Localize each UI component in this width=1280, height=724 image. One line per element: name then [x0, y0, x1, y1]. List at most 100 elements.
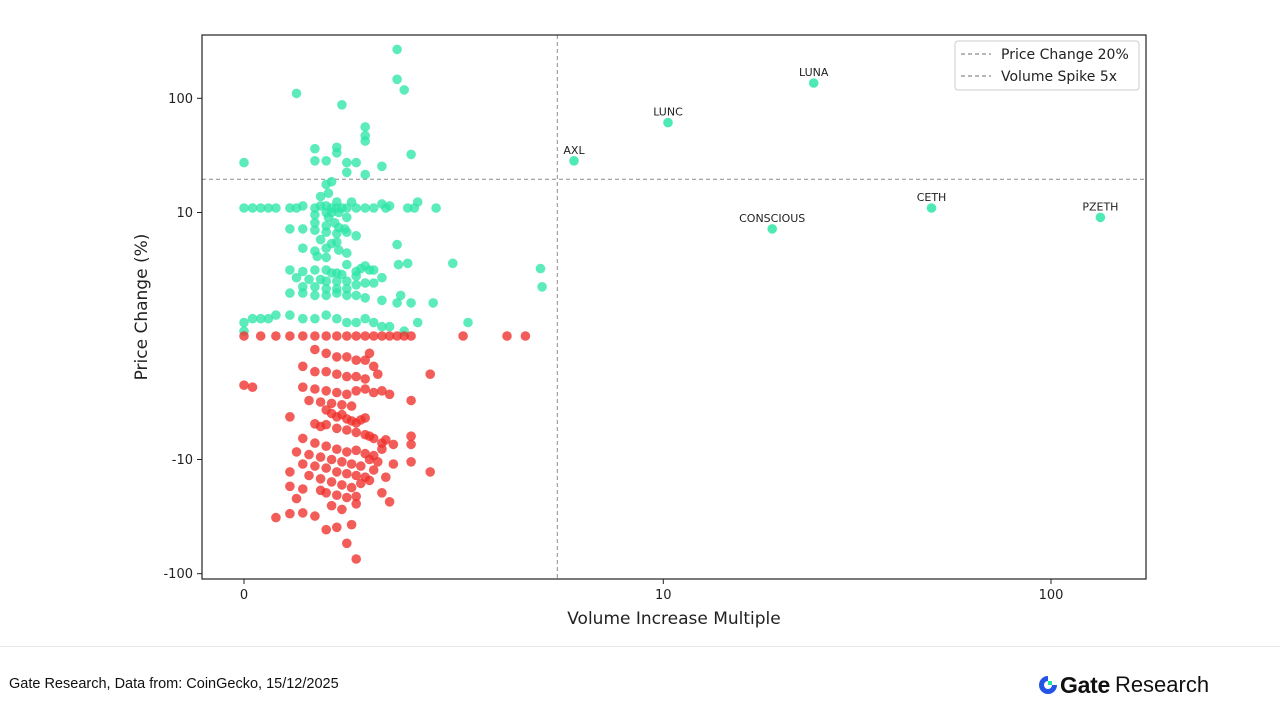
loss-point-10: [360, 331, 371, 341]
loss-point-33: [351, 371, 362, 382]
gain-point-109: [321, 284, 332, 294]
gain-point-97: [377, 272, 387, 283]
loss-point-70: [351, 427, 362, 438]
loss-point-24: [351, 355, 362, 366]
gain-point-46: [368, 203, 379, 213]
gain-point-34: [285, 203, 295, 213]
loss-point-50: [315, 397, 326, 407]
gain-point-99: [304, 274, 314, 285]
gain-point-48: [384, 201, 395, 211]
loss-point-11: [368, 331, 379, 341]
loss-point-12: [377, 331, 387, 341]
loss-point-94: [356, 461, 366, 471]
gain-point-5: [360, 122, 371, 132]
gain-point-81: [402, 258, 413, 269]
y-tick-label-0: 100: [168, 92, 193, 107]
loss-point-110: [326, 477, 337, 487]
loss-point-128: [351, 499, 362, 509]
loss-point-0: [239, 331, 249, 341]
loss-point-83: [351, 445, 362, 456]
gain-point-135: [332, 313, 342, 324]
gain-point-133: [310, 313, 320, 324]
loss-point-117: [285, 481, 295, 492]
loss-point-43: [342, 389, 352, 400]
gain-point-7: [360, 136, 371, 146]
gain-point-111: [342, 284, 352, 294]
loss-point-118: [298, 484, 308, 494]
gain-point-2: [399, 85, 410, 95]
loss-point-112: [346, 482, 357, 493]
gain-point-30: [247, 203, 258, 213]
gain-point-139: [368, 317, 379, 328]
loss-point-31: [332, 369, 342, 380]
x-tick-label-1: 10: [655, 588, 672, 603]
gain-point-90: [298, 266, 308, 277]
loss-point-20: [310, 344, 320, 355]
loss-point-107: [285, 467, 295, 477]
gain-point-96: [351, 271, 362, 281]
loss-point-39: [298, 382, 308, 393]
gain-point-69: [392, 239, 402, 250]
loss-point-77: [406, 431, 416, 442]
loss-point-13: [384, 331, 395, 341]
loss-point-63: [360, 413, 371, 423]
gain-point-113: [298, 288, 308, 298]
gain-point-115: [321, 290, 332, 301]
gain-point-105: [360, 278, 371, 288]
gain-point-98: [291, 272, 302, 283]
point-label-conscious: CONSCIOUS: [739, 212, 805, 225]
gain-point-63: [298, 224, 308, 234]
loss-point-102: [351, 470, 362, 481]
gain-point-121: [392, 298, 402, 308]
gain-point-134: [321, 310, 332, 320]
loss-point-126: [326, 500, 337, 511]
loss-point-47: [377, 386, 387, 396]
gain-point-118: [351, 290, 362, 301]
loss-point-29: [310, 366, 320, 377]
loss-point-95: [364, 454, 375, 465]
loss-point-46: [368, 387, 379, 398]
loss-point-45: [360, 384, 371, 394]
loss-point-105: [388, 459, 399, 469]
gain-point-136: [342, 317, 352, 328]
gain-point-17: [239, 157, 249, 168]
gain-point-11: [406, 149, 416, 160]
loss-point-17: [458, 331, 468, 341]
gain-point-122: [406, 298, 416, 308]
gain-point-88: [368, 265, 379, 275]
labeled-point-axl: [569, 156, 579, 166]
loss-point-49: [304, 395, 314, 406]
loss-point-15: [399, 331, 410, 341]
gain-point-14: [342, 157, 352, 168]
loss-point-5: [310, 331, 320, 341]
gain-point-16: [377, 161, 387, 172]
loss-point-9: [351, 331, 362, 341]
gain-point-10: [332, 148, 342, 158]
gain-point-68: [351, 231, 362, 241]
gain-point-89: [285, 265, 295, 275]
point-label-pzeth: PZETH: [1082, 200, 1118, 213]
loss-point-76: [388, 439, 399, 450]
plot-frame: [201, 34, 1147, 580]
gain-point-104: [351, 280, 362, 290]
gain-point-55: [323, 212, 334, 223]
loss-point-113: [356, 478, 366, 489]
loss-point-108: [304, 470, 314, 481]
loss-point-41: [321, 386, 332, 396]
gain-point-33: [271, 203, 281, 213]
gain-point-66: [332, 228, 342, 239]
loss-point-98: [310, 461, 320, 471]
gain-point-128: [255, 313, 266, 324]
gain-point-137: [351, 317, 362, 328]
loss-point-136: [321, 524, 332, 535]
loss-point-1: [255, 331, 266, 341]
loss-point-18: [502, 331, 512, 341]
loss-point-34: [360, 374, 371, 384]
loss-point-99: [321, 463, 332, 473]
loss-point-106: [406, 457, 416, 467]
loss-point-38: [247, 382, 258, 393]
gain-point-23: [323, 188, 334, 198]
loss-point-129: [384, 497, 395, 507]
loss-point-28: [298, 361, 308, 372]
loss-point-138: [351, 554, 362, 564]
